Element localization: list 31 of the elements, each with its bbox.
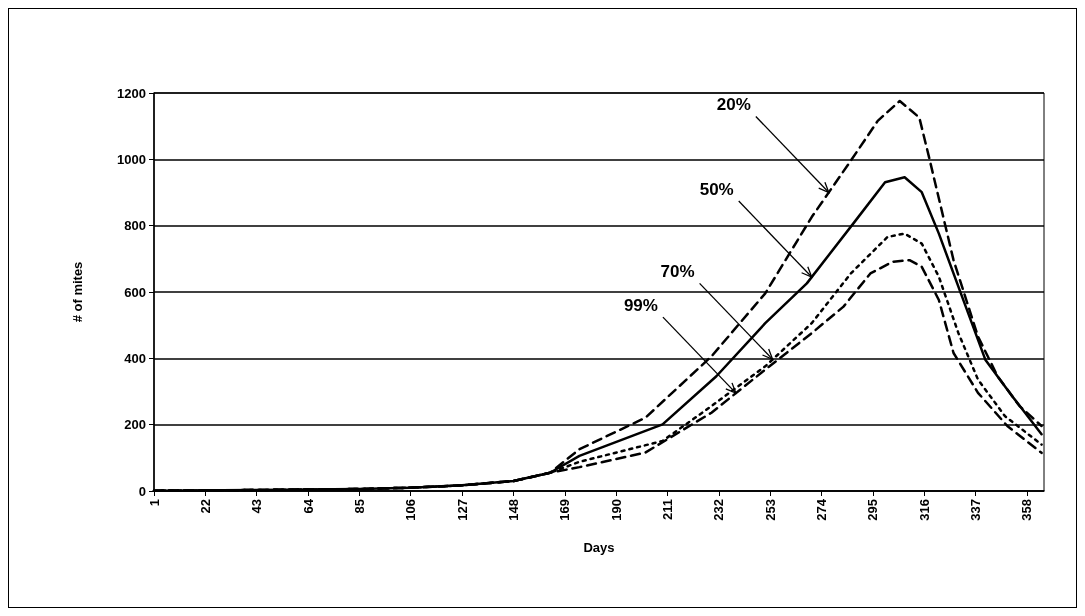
x-tick-label: 316: [916, 499, 932, 521]
x-tick-label: 358: [1019, 499, 1035, 521]
x-tick-label: 337: [968, 499, 984, 521]
annotation: 99%: [623, 295, 658, 315]
x-axis-title: Days: [583, 540, 615, 555]
x-tick-label: 43: [249, 499, 265, 514]
x-tick-label: 295: [865, 499, 881, 521]
x-tick-label: 169: [557, 499, 573, 521]
x-tick-label: 274: [814, 498, 829, 521]
x-tick-label: 211: [659, 499, 675, 520]
y-axis-title: # of mites: [70, 261, 85, 323]
x-tick-label: 127: [454, 499, 470, 521]
x-tick-label: 148: [505, 499, 521, 521]
annotation: 70%: [660, 261, 695, 281]
x-tick-label: 190: [608, 499, 624, 521]
y-tick-label: 1200: [117, 85, 146, 101]
x-tick-label: 253: [762, 499, 778, 521]
x-tick-label: 1: [146, 499, 162, 507]
y-tick-label: 200: [124, 417, 146, 433]
y-tick-label: 600: [124, 284, 146, 300]
y-tick-label: 800: [124, 218, 146, 234]
x-tick-label: 232: [711, 499, 727, 521]
x-tick-label: 85: [351, 499, 367, 514]
x-tick-label: 22: [197, 499, 213, 514]
annotation: 20%: [716, 95, 751, 114]
annotation: 50%: [699, 179, 734, 199]
y-tick-label: 1000: [117, 151, 146, 167]
y-tick-label: 400: [124, 350, 146, 366]
x-tick-label: 64: [300, 498, 316, 514]
x-tick-label: 106: [403, 499, 419, 521]
y-tick-label: 0: [138, 483, 146, 499]
